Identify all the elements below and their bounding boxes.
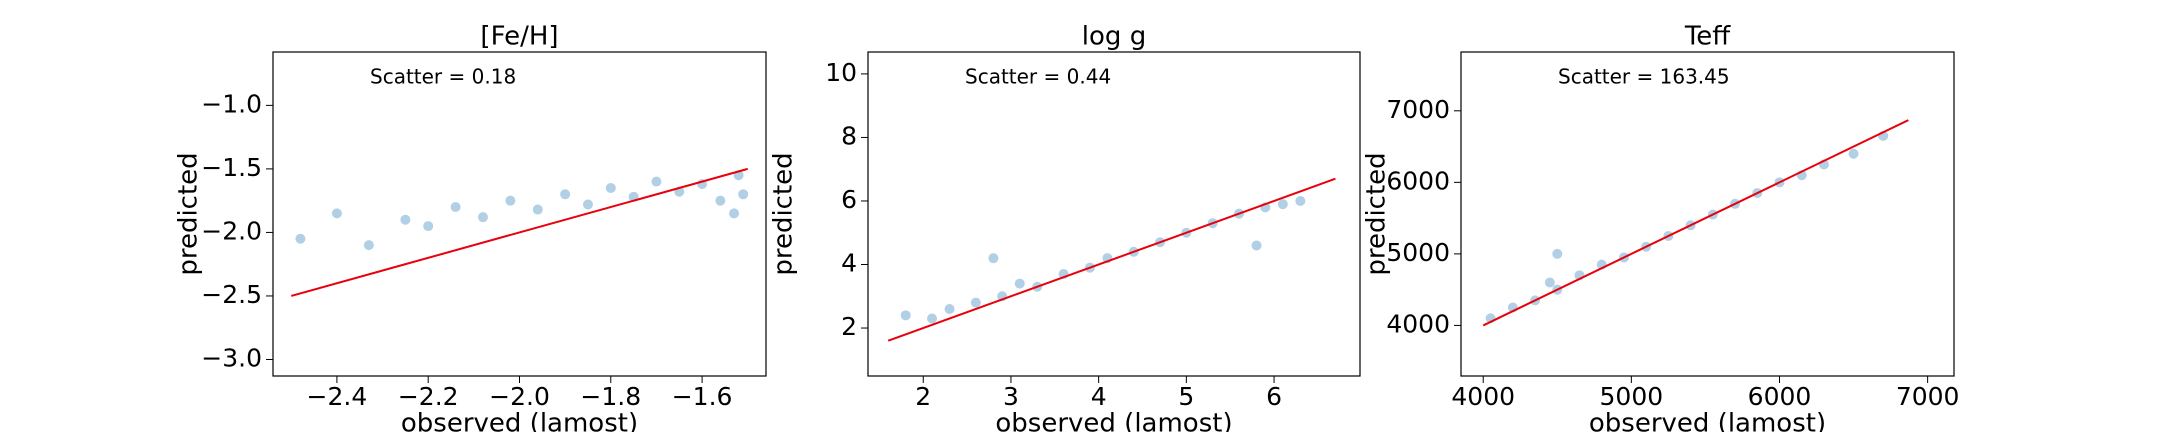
y-tick-label: 7000 [1386,95,1450,124]
y-axis-label: predicted [769,152,799,275]
point [1544,277,1555,288]
point [738,189,749,200]
annotation: Scatter = 163.45 [1558,65,1730,89]
x-tick-label: 7000 [1896,382,1960,411]
y-tick-label: −1.5 [201,153,262,182]
x-tick-label: −1.8 [580,382,641,411]
x-tick-label: 2 [915,382,931,411]
point [651,176,662,187]
y-tick-label: −1.0 [201,89,262,118]
identity-line [290,167,749,297]
panel-title: [Fe/H] [480,22,558,52]
point [1295,195,1306,206]
x-tick-label: 4 [1091,382,1107,411]
y-tick-label: 6000 [1386,166,1450,195]
y-tick-label: 10 [825,58,857,87]
point [729,208,740,219]
x-tick-label: 5 [1178,382,1194,411]
point [1014,278,1025,289]
annotation: Scatter = 0.44 [965,65,1111,89]
point [944,303,955,314]
y-tick-label: −2.0 [201,216,262,245]
point [331,208,342,219]
point [1552,248,1563,259]
point [560,189,571,200]
point [363,240,374,251]
point [477,212,488,223]
x-tick-label: 6 [1266,382,1282,411]
identity-line [887,177,1336,342]
point [423,221,434,232]
point [988,253,999,264]
point [605,182,616,193]
y-tick-label: −3.0 [201,343,262,372]
point [450,202,461,213]
x-tick-label: 6000 [1748,382,1812,411]
point [970,297,981,308]
x-tick-label: −1.6 [672,382,733,411]
x-tick-label: 3 [1003,382,1019,411]
y-tick-label: 2 [841,312,857,341]
x-tick-label: −2.0 [489,382,550,411]
plot-frame [867,51,1361,377]
point [295,233,306,244]
plot-frame [272,51,767,377]
x-tick-label: −2.4 [307,382,368,411]
y-axis-label: predicted [1362,152,1392,275]
x-axis-label: observed (lamost) [401,409,638,432]
point [582,199,593,210]
x-axis-label: observed (lamost) [1589,409,1826,432]
point [1277,199,1288,210]
plot-frame [1460,51,1955,377]
y-tick-label: 4000 [1386,309,1450,338]
x-tick-label: 5000 [1600,382,1664,411]
y-axis-label: predicted [174,152,204,275]
point [1848,148,1859,159]
point [927,313,938,324]
y-tick-label: 8 [841,121,857,150]
x-tick-label: 4000 [1451,382,1515,411]
point [900,310,911,321]
identity-line [1482,119,1909,327]
x-tick-label: −2.2 [398,382,459,411]
x-axis-label: observed (lamost) [995,409,1232,432]
point [1251,240,1262,251]
annotation: Scatter = 0.18 [370,65,516,89]
point [715,195,726,206]
y-tick-label: 6 [841,185,857,214]
panel-title: log g [1082,22,1146,52]
y-tick-label: 4 [841,249,857,278]
y-tick-label: −2.5 [201,280,262,309]
y-tick-label: 5000 [1386,238,1450,267]
point [505,195,516,206]
point [400,214,411,225]
panel-title: Teff [1684,22,1731,52]
point [532,204,543,215]
